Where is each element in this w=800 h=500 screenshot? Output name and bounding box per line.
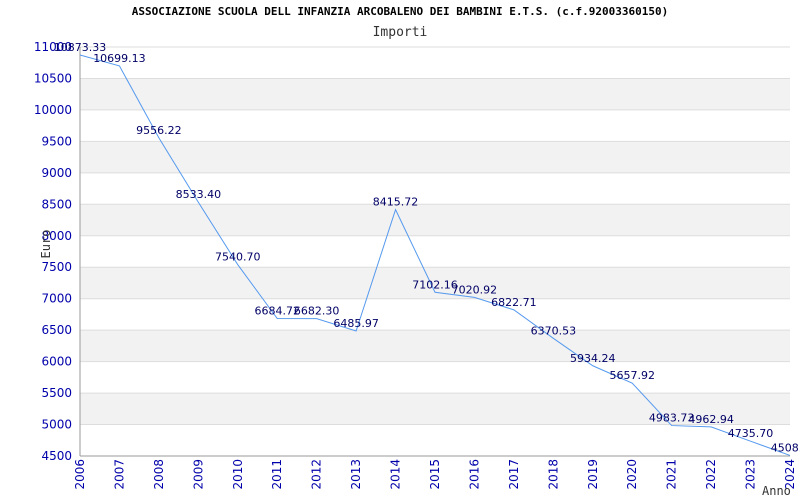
- x-tick-label: 2012: [310, 459, 324, 490]
- x-tick-label: 2014: [389, 459, 403, 490]
- x-axis-title: Anno: [762, 484, 791, 498]
- x-tick-labels: 2006 2007 2008 2009 2010 2011 2012 2013 2014 2015…: [73, 459, 797, 490]
- y-tick-label: 9500: [41, 134, 72, 148]
- y-tick-label: 4500: [41, 449, 72, 463]
- x-tick-label: 2018: [546, 459, 560, 490]
- data-label: 10699.13: [93, 52, 146, 65]
- data-label: 4983.73: [649, 412, 695, 425]
- y-axis-title: Euro: [39, 230, 53, 259]
- y-tick-label: 7500: [41, 260, 72, 274]
- y-tick-label: 9000: [41, 166, 72, 180]
- grid-bands: [80, 78, 790, 425]
- data-label: 6822.71: [491, 296, 537, 309]
- x-tick-label: 2006: [73, 459, 87, 490]
- x-tick-label: 2010: [231, 459, 245, 490]
- data-label: 7102.16: [412, 278, 458, 291]
- chart-subtitle: Importi: [372, 25, 428, 40]
- x-tick-label: 2022: [704, 459, 718, 490]
- data-label: 9556.22: [136, 124, 182, 137]
- data-label: 5934.24: [570, 352, 616, 365]
- x-tick-label: 2015: [428, 459, 442, 490]
- y-tick-label: 8500: [41, 197, 72, 211]
- x-tick-label: 2017: [507, 459, 521, 490]
- data-label: 10873.33: [54, 41, 107, 54]
- x-tick-label: 2021: [665, 459, 679, 490]
- data-label: 8415.72: [373, 196, 419, 209]
- grid-band: [80, 267, 790, 299]
- x-tick-label: 2011: [270, 459, 284, 490]
- chart-title: ASSOCIAZIONE SCUOLA DELL INFANZIA ARCOBA…: [131, 5, 669, 18]
- data-label: 4508.5: [771, 441, 800, 454]
- grid-band: [80, 204, 790, 236]
- x-tick-label: 2016: [467, 459, 481, 490]
- y-tick-labels: 4500 5000 5500 6000 6500 7000 7500 8000 8500 9000…: [34, 40, 72, 463]
- x-tick-label: 2020: [625, 459, 639, 490]
- data-label: 7020.92: [452, 283, 498, 296]
- data-label: 8533.40: [176, 188, 222, 201]
- y-tick-label: 6500: [41, 323, 72, 337]
- data-label: 5657.92: [609, 369, 655, 382]
- grid-band: [80, 330, 790, 362]
- y-tick-label: 5000: [41, 418, 72, 432]
- data-label: 6485.97: [333, 317, 379, 330]
- x-tick-label: 2009: [191, 459, 205, 490]
- y-tick-label: 7000: [41, 292, 72, 306]
- y-tick-label: 10000: [34, 103, 72, 117]
- data-label: 6682.30: [294, 305, 340, 318]
- x-tick-label: 2007: [112, 459, 126, 490]
- data-label: 4735.70: [728, 427, 774, 440]
- x-tick-label: 2024: [783, 459, 797, 490]
- y-tick-label: 6000: [41, 355, 72, 369]
- y-tick-label: 8000: [41, 229, 72, 243]
- data-label: 6370.53: [531, 324, 577, 337]
- grid-band: [80, 141, 790, 173]
- series-line: [79, 54, 791, 456]
- grid-band: [80, 393, 790, 425]
- grid-band: [80, 78, 790, 110]
- x-tick-label: 2019: [586, 459, 600, 490]
- x-tick-label: 2013: [349, 459, 363, 490]
- y-tick-label: 10500: [34, 71, 72, 85]
- data-label: 6684.72: [254, 305, 300, 318]
- data-label: 4962.94: [688, 413, 734, 426]
- y-tick-label: 11000: [34, 40, 72, 54]
- x-tick-label: 2023: [744, 459, 758, 490]
- x-tick-label: 2008: [152, 459, 166, 490]
- y-tick-label: 5500: [41, 386, 72, 400]
- data-label: 7540.70: [215, 251, 261, 264]
